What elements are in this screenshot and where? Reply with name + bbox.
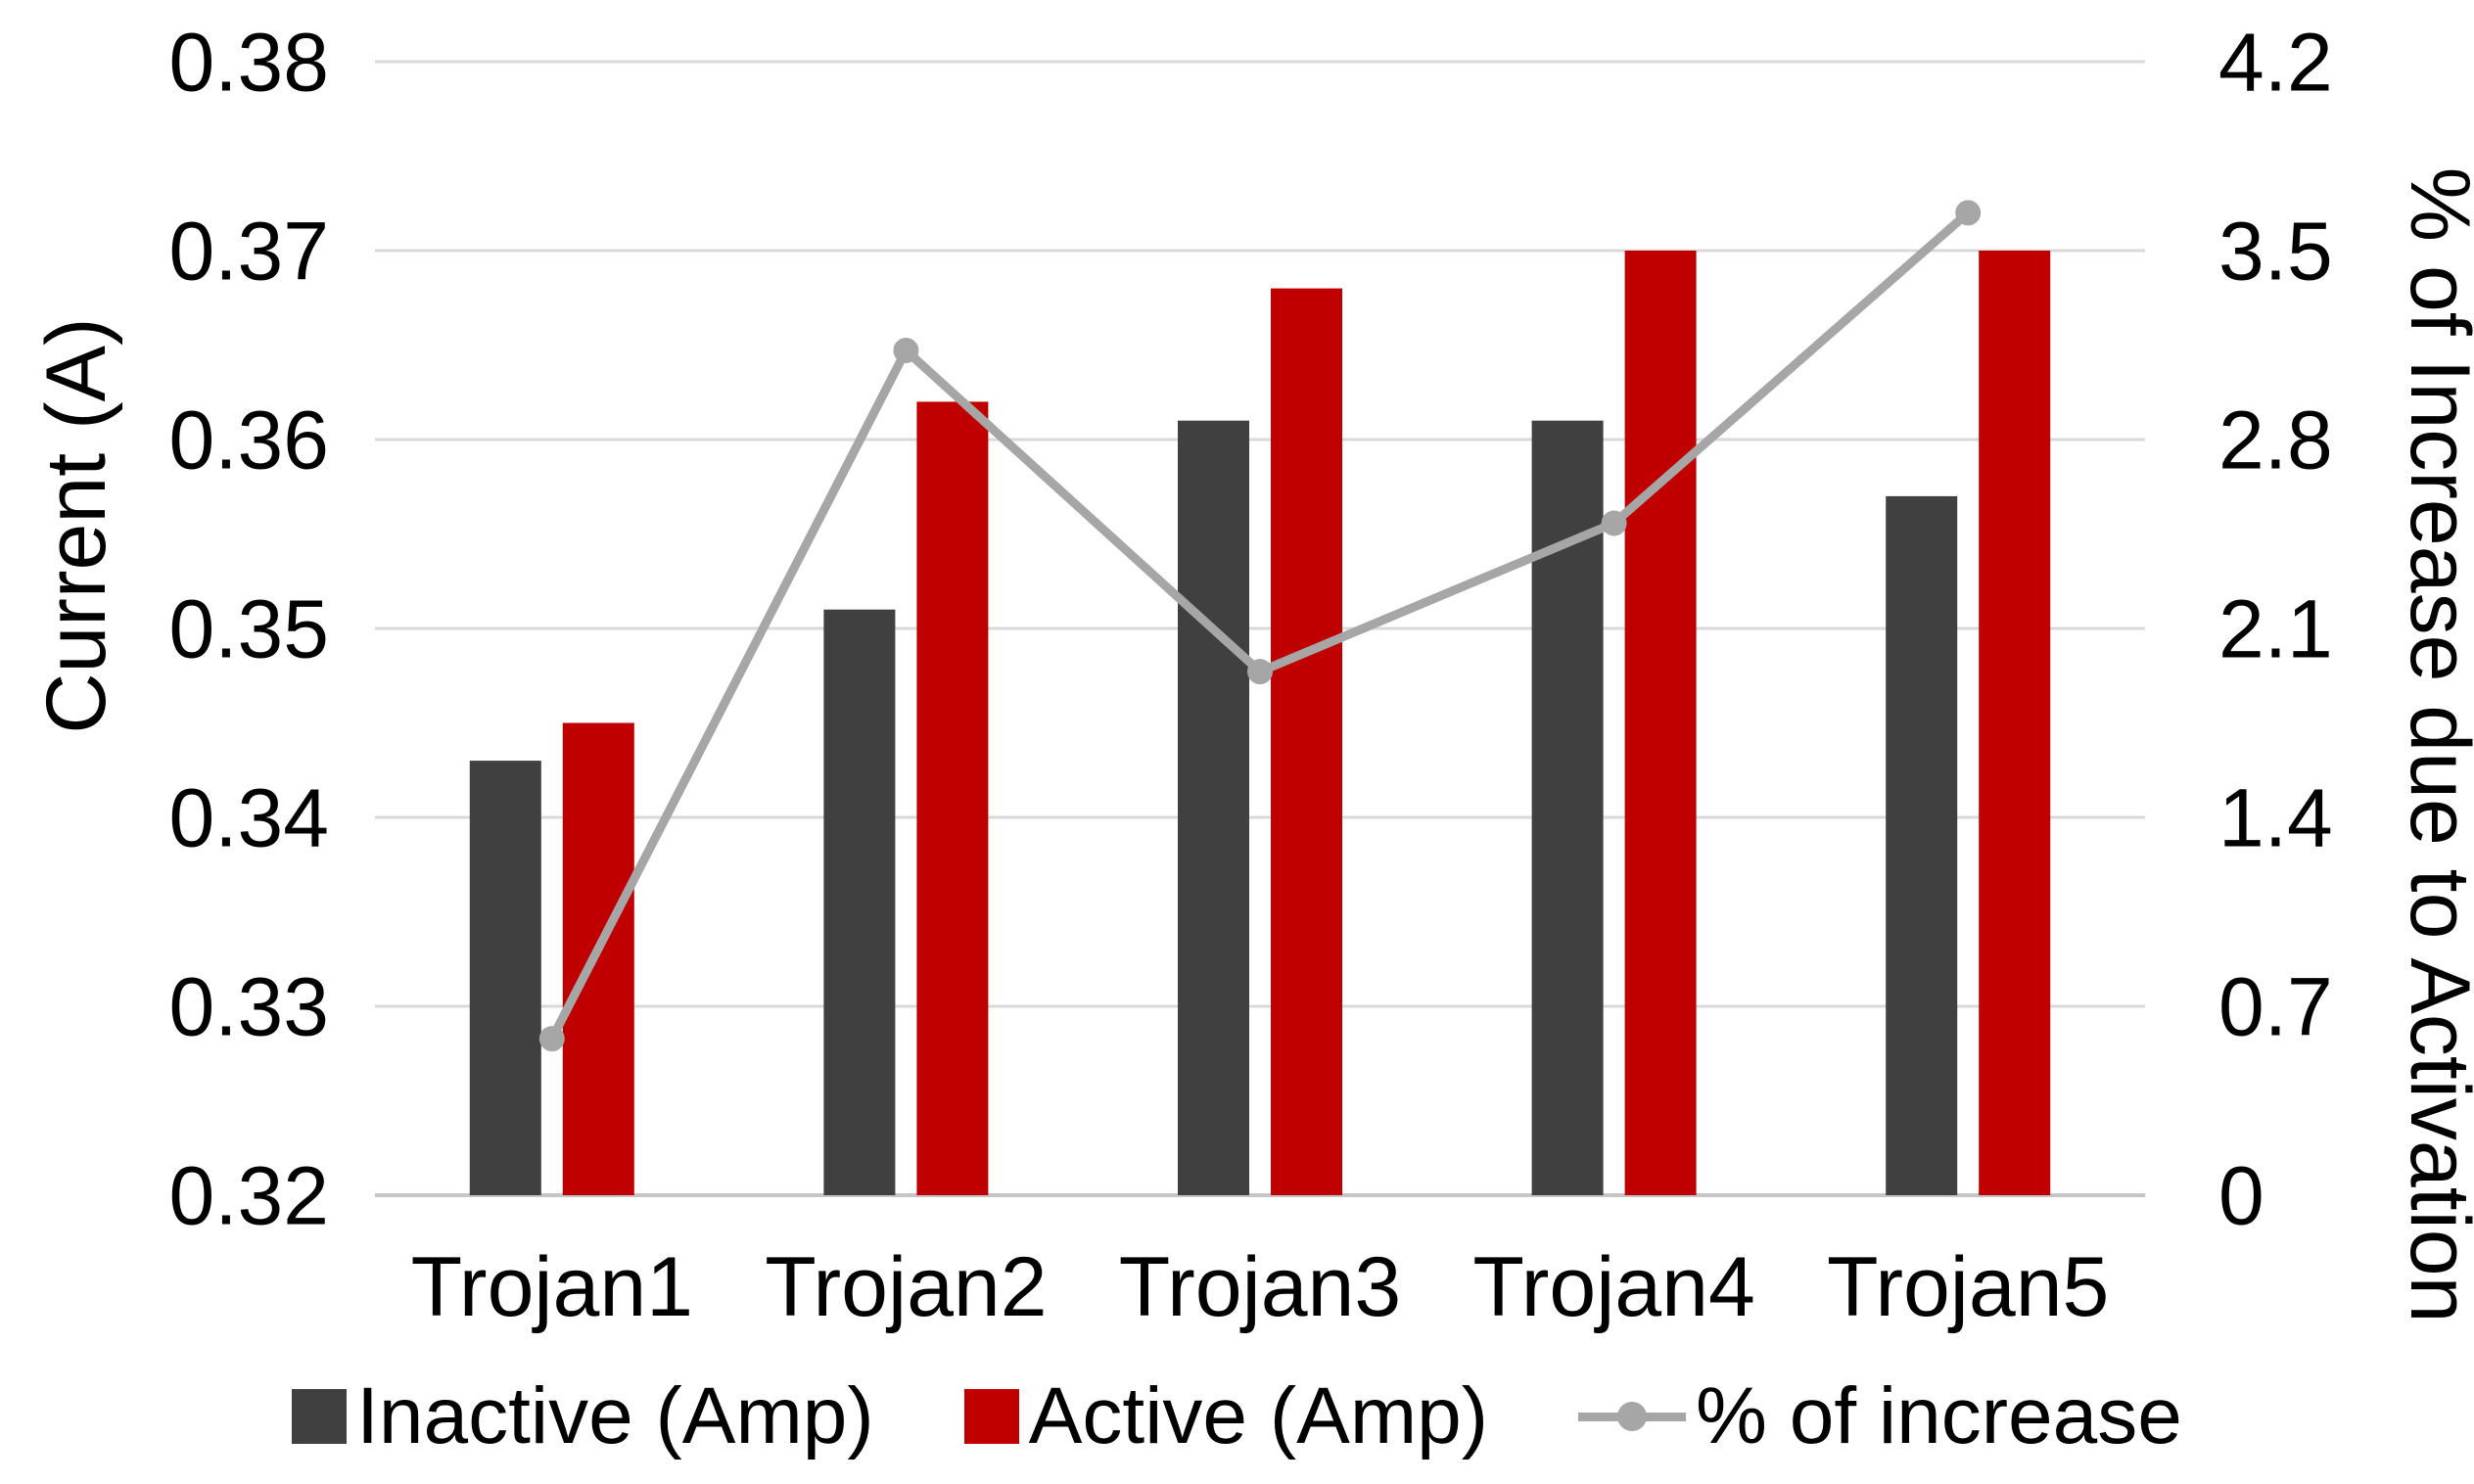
legend: Inactive (Amp) Active (Amp) % of increas… [0,1363,2474,1470]
line-marker-Trojan5 [1955,200,1982,226]
legend-line-marker-icon [1578,1389,1687,1444]
left-tick-label: 0.34 [169,771,330,863]
increase-line [547,208,1973,1043]
legend-label-inactive: Inactive (Amp) [356,1371,874,1461]
left-tick-label: 0.37 [169,205,330,297]
left-tick-label: 0.33 [169,960,330,1052]
legend-item-increase: % of increase [1578,1370,2182,1462]
right-tick-label: 3.5 [2218,205,2333,297]
bar-inactive-Trojan3 [1178,420,1249,1195]
right-tick-label: 2.1 [2218,582,2333,674]
bar-inactive-Trojan5 [1886,495,1958,1195]
bar-inactive-Trojan1 [469,761,541,1195]
bar-inactive-Trojan2 [823,609,896,1195]
left-tick-label: 0.32 [169,1149,330,1241]
left-tick-label: 0.38 [169,16,330,108]
legend-swatch-active-icon [963,1389,1019,1444]
x-category-label: Trojan4 [1472,1240,1754,1334]
right-tick-label: 0.7 [2218,960,2333,1052]
legend-label-increase: % of increase [1696,1371,2182,1461]
line-marker-Trojan4 [1601,510,1627,536]
line-marker-Trojan1 [538,1026,565,1052]
bar-active-Trojan4 [1624,251,1697,1195]
x-category-label: Trojan3 [1119,1240,1401,1334]
left-tick-label: 0.35 [169,582,330,674]
legend-label-active: Active (Amp) [1028,1371,1489,1461]
left-axis-title: Current (A) [29,317,123,734]
x-category-label: Trojan5 [1827,1240,2109,1334]
legend-item-active: Active (Amp) [963,1370,1489,1462]
bar-active-Trojan2 [916,401,989,1195]
right-tick-label: 1.4 [2218,771,2333,863]
legend-item-inactive: Inactive (Amp) [292,1370,874,1462]
bar-active-Trojan1 [562,722,634,1195]
line-marker-Trojan3 [1247,659,1273,685]
x-category-label: Trojan2 [765,1240,1047,1334]
x-category-label: Trojan1 [411,1240,693,1334]
right-tick-label: 0 [2218,1149,2264,1241]
line-marker-Trojan2 [893,338,919,364]
right-tick-label: 2.8 [2218,394,2333,486]
left-tick-label: 0.36 [169,394,330,486]
right-tick-label: 4.2 [2218,16,2333,108]
right-axis-title: % of Increase due to Activation [2393,167,2474,1323]
bar-active-Trojan3 [1271,288,1342,1196]
legend-swatch-inactive-icon [292,1389,348,1444]
bar-active-Trojan5 [1979,251,2051,1195]
